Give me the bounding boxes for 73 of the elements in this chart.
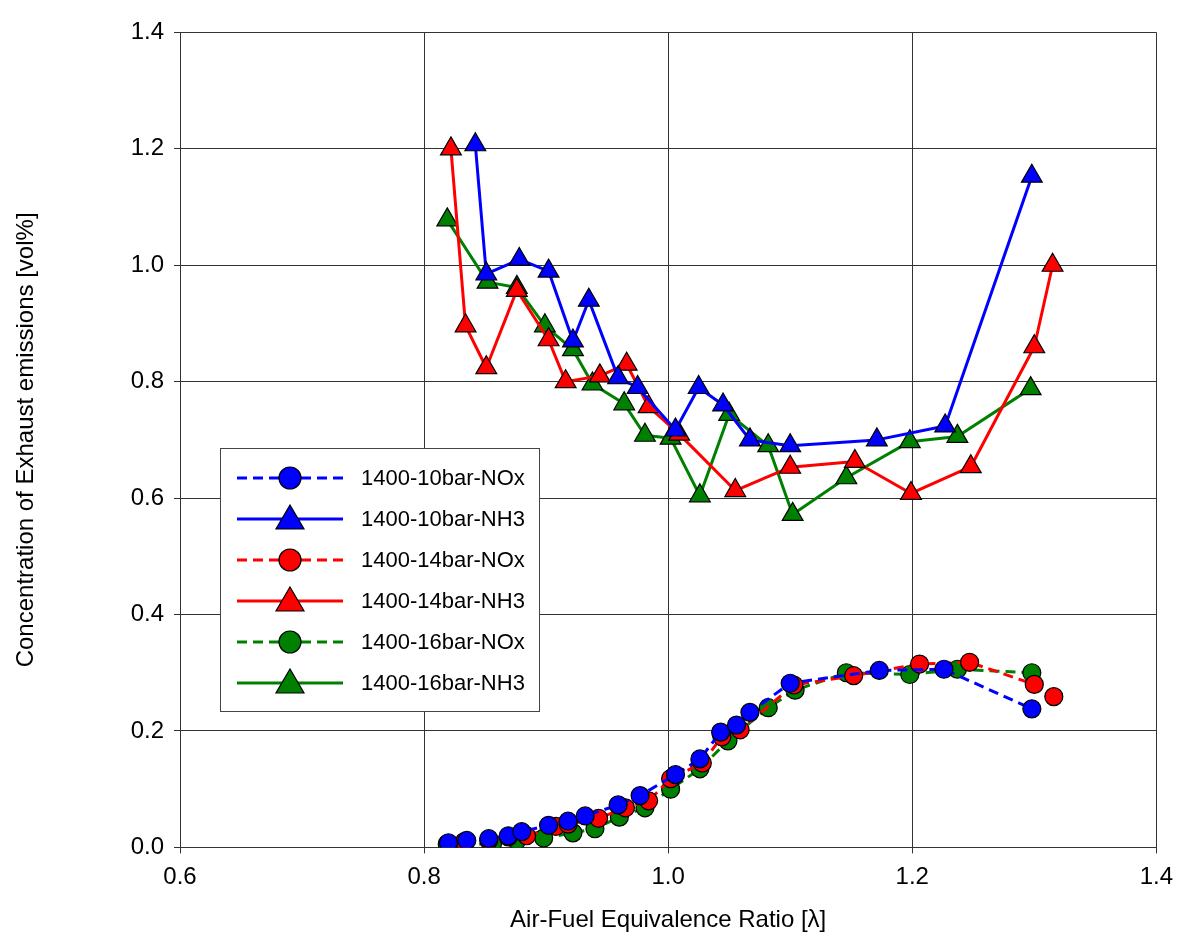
point xyxy=(575,806,595,826)
legend-label: 1400-16bar-NOx xyxy=(361,628,525,655)
x-tick-label: 1.2 xyxy=(895,862,929,890)
y-axis-title: Concentration of Exhaust emissions [vol%] xyxy=(11,212,39,668)
point xyxy=(779,454,802,474)
point xyxy=(1019,376,1042,396)
x-tick-label: 1.4 xyxy=(1139,862,1174,890)
point xyxy=(960,652,980,672)
point xyxy=(577,287,600,307)
point xyxy=(665,765,686,785)
x-tick-label: 0.8 xyxy=(407,862,441,890)
legend-label: 1400-14bar-NOx xyxy=(361,546,525,573)
point xyxy=(454,313,477,333)
y-tick-label: 0.2 xyxy=(130,715,164,743)
point xyxy=(898,429,921,449)
point xyxy=(588,363,611,383)
point xyxy=(688,483,711,503)
point xyxy=(633,422,656,442)
point xyxy=(900,480,923,501)
point xyxy=(934,413,957,433)
point xyxy=(537,327,560,347)
point xyxy=(724,477,747,498)
point xyxy=(538,815,559,835)
point xyxy=(779,433,802,453)
legend-label: 1400-10bar-NOx xyxy=(361,464,525,491)
point xyxy=(934,659,954,679)
point xyxy=(537,258,560,278)
point xyxy=(630,785,650,806)
point xyxy=(475,355,498,375)
point xyxy=(1023,334,1046,354)
point xyxy=(607,365,630,385)
point xyxy=(1041,252,1064,272)
point xyxy=(835,465,858,485)
point xyxy=(475,261,498,281)
point xyxy=(843,448,866,469)
x-tick-label: 1.0 xyxy=(651,862,685,890)
point xyxy=(1022,699,1042,719)
point xyxy=(439,136,462,156)
point xyxy=(726,715,747,735)
point xyxy=(436,207,459,227)
point xyxy=(1044,687,1064,707)
point xyxy=(711,722,731,742)
y-tick-label: 0.6 xyxy=(130,482,164,510)
y-tick-label: 0.8 xyxy=(130,366,164,394)
point xyxy=(865,427,888,447)
point xyxy=(464,132,487,152)
point xyxy=(1020,163,1043,183)
point xyxy=(959,454,982,474)
point xyxy=(869,660,889,681)
y-tick-label: 0.0 xyxy=(130,832,164,860)
y-tick-label: 1.2 xyxy=(130,133,164,161)
point xyxy=(626,374,649,395)
point xyxy=(1024,674,1044,694)
point xyxy=(740,702,760,722)
point xyxy=(946,423,969,444)
point xyxy=(738,427,761,447)
y-tick-label: 1.0 xyxy=(130,249,164,277)
point xyxy=(687,374,710,395)
point xyxy=(554,369,577,389)
point xyxy=(712,392,735,412)
legend-label: 1400-10bar-NH3 xyxy=(361,505,525,532)
point xyxy=(781,501,804,522)
point xyxy=(508,246,531,267)
y-tick-label: 1.4 xyxy=(130,17,164,45)
point xyxy=(561,328,584,348)
x-tick-label: 0.6 xyxy=(163,862,197,890)
point xyxy=(613,391,636,411)
y-tick-label: 0.4 xyxy=(130,599,164,627)
legend-label: 1400-14bar-NH3 xyxy=(361,587,525,614)
point xyxy=(512,822,532,842)
point xyxy=(608,795,628,815)
legend-label: 1400-16bar-NH3 xyxy=(361,669,525,696)
x-axis-title: Air-Fuel Equivalence Ratio [λ] xyxy=(510,905,827,933)
